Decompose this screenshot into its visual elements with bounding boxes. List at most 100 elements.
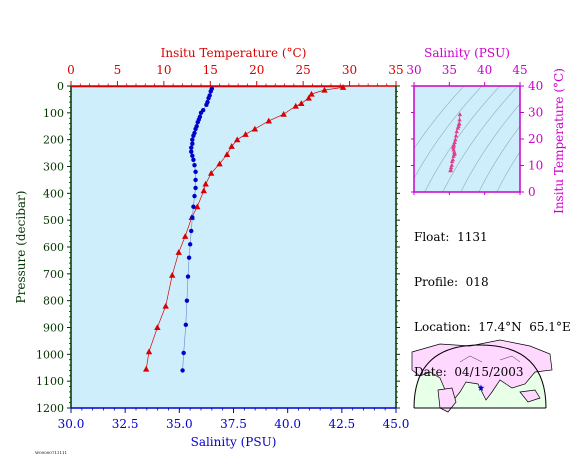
density-contour <box>460 103 520 192</box>
ts-point <box>448 165 454 170</box>
pressure-tick-label: 700 <box>43 268 64 281</box>
profile-row: Profile: 018 <box>414 275 571 290</box>
temperature-tick-label: 5 <box>114 63 122 77</box>
salinity-point <box>195 120 200 125</box>
pressure-tick-label: 300 <box>43 161 64 174</box>
temperature-point <box>242 131 249 137</box>
float-row: Float: 1131 <box>414 230 571 245</box>
ts-salinity-tick-label: 40 <box>477 63 492 77</box>
density-contour <box>442 86 519 192</box>
ts-salinity-tick-label: 30 <box>406 63 421 77</box>
salinity-tick-label: 40.0 <box>274 417 301 431</box>
salinity-point <box>206 95 211 101</box>
temperature-tick-label: 10 <box>156 63 171 77</box>
ts-point <box>451 147 456 152</box>
salinity-tick-label: 32.5 <box>112 417 139 431</box>
salinity-point <box>181 350 186 356</box>
salinity-point <box>198 110 204 116</box>
density-contour <box>414 86 483 179</box>
salinity-point <box>186 255 192 260</box>
salinity-tick-label: 35.0 <box>166 417 193 431</box>
float-location-star <box>477 384 485 391</box>
ts-point <box>453 133 459 138</box>
temperature-point <box>292 102 299 109</box>
temperature-point <box>305 94 312 101</box>
profile-label: Profile: <box>414 275 459 289</box>
salinity-point <box>183 322 189 328</box>
ts-plot-background <box>414 86 520 192</box>
pressure-tick-label: 1200 <box>36 402 64 415</box>
ts-point <box>455 125 461 130</box>
map-borders <box>459 355 521 363</box>
map-land-eurasia-africa <box>411 339 553 403</box>
ts-temperature-tick-label: 20 <box>528 132 543 146</box>
pressure-tick-label: 1100 <box>36 375 64 388</box>
footer-code-text: W00000711111 <box>35 450 67 455</box>
temperature-point <box>162 302 169 309</box>
salinity-tick-label: 45.0 <box>383 417 410 431</box>
temperature-point <box>321 86 328 93</box>
density-contour <box>414 86 465 150</box>
map-land-africa-south <box>437 387 457 413</box>
salinity-point <box>190 215 195 220</box>
salinity-tick-label: 30.0 <box>58 417 85 431</box>
temperature-point <box>228 143 235 149</box>
pressure-tick-label: 500 <box>43 214 64 227</box>
pressure-tick-label: 200 <box>43 134 64 147</box>
salinity-point <box>189 228 194 234</box>
temperature-point <box>208 170 215 176</box>
pressure-tick-label: 800 <box>43 295 64 308</box>
ts-temperature-tick-label: 0 <box>528 185 536 199</box>
temperature-point <box>169 271 176 278</box>
temperature-tick-label: 15 <box>203 63 218 77</box>
salinity-axis-label: Salinity (PSU) <box>191 435 277 449</box>
ts-point <box>451 145 456 150</box>
salinity-point <box>191 157 196 162</box>
temperature-point <box>202 180 209 187</box>
ts-point <box>457 112 463 117</box>
salinity-point <box>190 153 195 158</box>
temperature-point <box>251 125 259 132</box>
temperature-point <box>154 324 161 331</box>
salinity-point <box>191 204 196 209</box>
ts-point <box>449 159 455 164</box>
ts-density-contours <box>414 86 520 192</box>
temperature-point <box>265 117 272 124</box>
pressure-tick-label: 100 <box>43 107 64 120</box>
ts-point <box>456 121 462 126</box>
temperature-axis-label: Insitu Temperature (°C) <box>161 46 307 60</box>
salinity-tick-label: 42.5 <box>328 417 355 431</box>
salinity-point <box>190 137 195 142</box>
salinity-point <box>185 274 191 279</box>
ts-salinity-axis-label: Salinity (PSU) <box>424 46 510 60</box>
map-outline <box>413 344 547 409</box>
date-label: Date: <box>414 365 447 379</box>
location-label: Location: <box>414 320 471 334</box>
salinity-point <box>192 162 197 168</box>
pressure-tick-label: 0 <box>57 80 64 93</box>
float-info-panel: Float: 1131 Profile: 018 Location: 17.4°… <box>414 200 571 410</box>
density-contour <box>478 125 520 192</box>
temperature-point <box>194 203 201 210</box>
salinity-point <box>204 102 209 107</box>
ts-temperature-tick-label: 40 <box>528 79 543 93</box>
main-plot-background <box>71 86 396 408</box>
pressure-tick-label: 900 <box>43 322 64 335</box>
salinity-tick-label: 37.5 <box>220 417 247 431</box>
salinity-point <box>191 133 196 138</box>
temperature-point <box>175 249 182 255</box>
date-value: 04/15/2003 <box>454 365 524 379</box>
density-contour <box>424 86 501 192</box>
salinity-point <box>184 298 190 303</box>
salinity-point <box>208 89 213 94</box>
temperature-tick-label: 35 <box>388 63 403 77</box>
location-value: 17.4°N 65.1°E <box>478 320 571 334</box>
temperature-point <box>234 136 241 143</box>
salinity-point <box>189 145 194 150</box>
ts-point <box>454 129 459 134</box>
density-contour <box>496 151 520 192</box>
location-row: Location: 17.4°N 65.1°E <box>414 320 571 335</box>
ts-temperature-tick-label: 30 <box>528 106 543 120</box>
pressure-tick-label: 1000 <box>36 348 64 361</box>
